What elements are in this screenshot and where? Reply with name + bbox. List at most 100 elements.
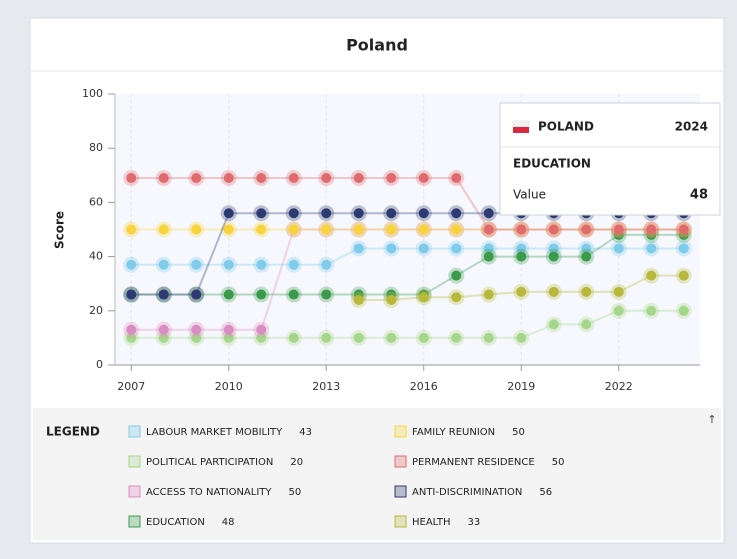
marker	[581, 286, 592, 297]
marker	[646, 305, 657, 316]
marker	[288, 289, 299, 300]
marker	[223, 224, 234, 235]
legend-swatch	[128, 485, 141, 498]
marker	[451, 270, 462, 281]
tooltip-label: Value	[513, 188, 546, 202]
marker	[126, 173, 137, 184]
marker	[256, 332, 267, 343]
marker	[548, 251, 559, 262]
marker	[451, 243, 462, 254]
legend-item[interactable]: EDUCATION 48	[128, 515, 235, 528]
y-tick-label: 60	[89, 195, 103, 208]
x-tick-label: 2022	[605, 380, 633, 393]
marker	[483, 243, 494, 254]
legend-label: POLITICAL PARTICIPATION	[146, 457, 273, 468]
marker	[613, 224, 624, 235]
series-line	[131, 233, 684, 296]
marker	[191, 259, 202, 270]
flag-white	[512, 120, 530, 128]
y-tick-label: 0	[96, 358, 103, 371]
marker	[353, 208, 364, 219]
marker	[646, 243, 657, 254]
marker	[353, 332, 364, 343]
legend-swatch	[394, 515, 407, 528]
legend-label: ACCESS TO NATIONALITY	[146, 487, 272, 498]
legend-item[interactable]: FAMILY REUNION 50	[394, 425, 525, 438]
x-tick-label: 2007	[117, 380, 145, 393]
marker	[256, 224, 267, 235]
marker	[353, 294, 364, 305]
legend-value: 20	[290, 457, 303, 468]
tooltip-year: 2024	[675, 120, 708, 134]
marker	[678, 243, 689, 254]
marker	[581, 251, 592, 262]
marker	[288, 259, 299, 270]
marker	[191, 289, 202, 300]
series-line	[131, 228, 684, 331]
legend-value: 33	[468, 517, 481, 528]
legend-swatch	[394, 425, 407, 438]
legend-swatch	[128, 455, 141, 468]
marker	[126, 259, 137, 270]
marker	[581, 224, 592, 235]
marker	[451, 332, 462, 343]
marker	[256, 173, 267, 184]
tooltip-box	[499, 102, 721, 216]
marker	[386, 173, 397, 184]
legend-item[interactable]: HEALTH 33	[394, 515, 481, 528]
marker	[613, 305, 624, 316]
marker	[613, 286, 624, 297]
marker	[353, 243, 364, 254]
marker	[581, 319, 592, 330]
legend-item[interactable]: ACCESS TO NATIONALITY 50	[128, 485, 301, 498]
marker	[256, 324, 267, 335]
marker	[191, 224, 202, 235]
legend-item[interactable]: PERMANENT RESIDENCE 50	[394, 455, 564, 468]
legend-item[interactable]: POLITICAL PARTICIPATION 20	[128, 455, 303, 468]
legend-label: HEALTH	[412, 517, 451, 528]
marker	[678, 270, 689, 281]
marker	[288, 224, 299, 235]
legend-area	[33, 408, 721, 540]
y-tick-label: 100	[82, 87, 103, 100]
series-line	[131, 247, 684, 266]
marker	[548, 224, 559, 235]
legend-swatch	[394, 455, 407, 468]
marker	[191, 332, 202, 343]
legend-label: FAMILY REUNION	[412, 427, 495, 438]
tooltip: POLAND 2024 EDUCATION Value 48	[499, 102, 721, 216]
marker	[451, 292, 462, 303]
marker	[386, 243, 397, 254]
marker	[158, 173, 169, 184]
marker	[516, 224, 527, 235]
marker	[516, 243, 527, 254]
marker	[256, 289, 267, 300]
marker	[451, 208, 462, 219]
x-tick-label: 2019	[507, 380, 535, 393]
legend-item[interactable]: ANTI-DISCRIMINATION 56	[394, 485, 552, 498]
marker	[548, 243, 559, 254]
marker	[353, 173, 364, 184]
marker	[418, 173, 429, 184]
marker	[288, 332, 299, 343]
legend-item[interactable]: LABOUR MARKET MOBILITY 43	[128, 425, 312, 438]
marker	[256, 259, 267, 270]
marker	[223, 289, 234, 300]
marker	[418, 208, 429, 219]
legend-label: LABOUR MARKET MOBILITY	[146, 427, 283, 438]
legend-swatch	[394, 485, 407, 498]
marker	[321, 224, 332, 235]
marker	[126, 332, 137, 343]
marker	[158, 224, 169, 235]
collapse-icon[interactable]: ↑	[707, 413, 716, 426]
marker	[581, 243, 592, 254]
marker	[353, 224, 364, 235]
legend-swatch	[128, 425, 141, 438]
marker	[386, 208, 397, 219]
marker	[678, 305, 689, 316]
marker	[386, 332, 397, 343]
marker	[483, 208, 494, 219]
marker	[418, 224, 429, 235]
